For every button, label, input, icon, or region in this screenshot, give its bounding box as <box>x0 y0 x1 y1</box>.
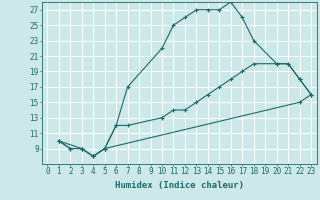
X-axis label: Humidex (Indice chaleur): Humidex (Indice chaleur) <box>115 181 244 190</box>
